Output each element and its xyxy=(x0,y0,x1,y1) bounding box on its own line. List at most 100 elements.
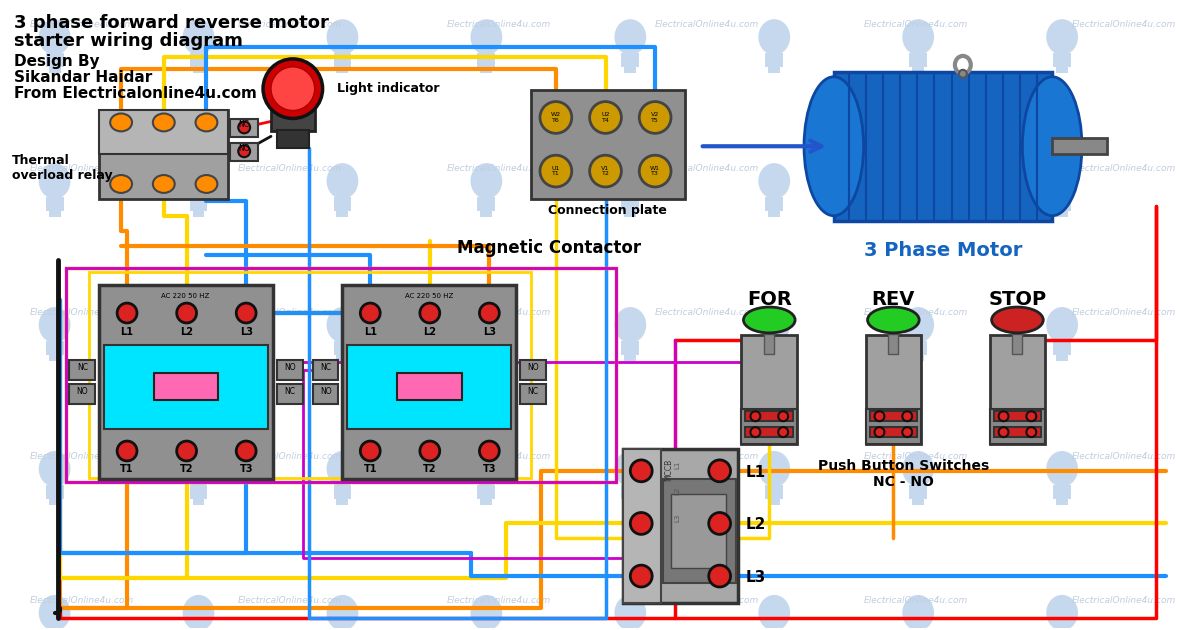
Circle shape xyxy=(709,513,731,534)
Circle shape xyxy=(640,155,671,187)
Ellipse shape xyxy=(182,163,215,199)
Ellipse shape xyxy=(758,595,790,630)
Bar xyxy=(271,101,314,132)
Bar xyxy=(334,53,352,67)
Ellipse shape xyxy=(758,19,790,55)
Text: 3 Phase Motor: 3 Phase Motor xyxy=(864,241,1022,260)
Ellipse shape xyxy=(902,163,934,199)
Bar xyxy=(865,410,922,444)
Text: Magnetic Contactor: Magnetic Contactor xyxy=(457,239,641,256)
Circle shape xyxy=(176,303,197,323)
Bar xyxy=(70,384,95,404)
Bar xyxy=(49,209,60,217)
Text: ElectricalOnline4u.com: ElectricalOnline4u.com xyxy=(655,20,760,29)
Bar xyxy=(768,496,780,505)
Bar xyxy=(888,334,899,353)
Text: From Electricalonline4u.com: From Electricalonline4u.com xyxy=(14,86,257,101)
Bar xyxy=(190,484,208,498)
Bar xyxy=(334,629,352,630)
Ellipse shape xyxy=(110,175,132,193)
Bar xyxy=(768,353,780,360)
Circle shape xyxy=(540,101,571,134)
Bar xyxy=(480,209,492,217)
Ellipse shape xyxy=(110,113,132,132)
Ellipse shape xyxy=(182,19,215,55)
Circle shape xyxy=(959,70,967,77)
Bar xyxy=(624,353,636,360)
Text: ElectricalOnline4u.com: ElectricalOnline4u.com xyxy=(655,308,760,317)
Text: Sikandar Haidar: Sikandar Haidar xyxy=(14,70,152,85)
Ellipse shape xyxy=(326,451,359,487)
Bar xyxy=(910,197,928,211)
Text: Push Button Switches
NC - NO: Push Button Switches NC - NO xyxy=(817,459,989,489)
Bar xyxy=(192,65,204,73)
Bar xyxy=(277,360,302,379)
Text: NC: NC xyxy=(239,120,250,129)
Bar xyxy=(313,384,338,404)
Text: NC: NC xyxy=(528,387,539,396)
Bar xyxy=(834,72,1052,220)
Bar xyxy=(89,272,532,478)
Bar xyxy=(1054,341,1072,355)
Bar xyxy=(910,484,928,498)
Text: ElectricalOnline4u.com: ElectricalOnline4u.com xyxy=(30,596,134,605)
Ellipse shape xyxy=(758,451,790,487)
Bar xyxy=(480,496,492,505)
Ellipse shape xyxy=(804,77,864,215)
Bar xyxy=(190,341,208,355)
Circle shape xyxy=(420,441,439,461)
Ellipse shape xyxy=(38,451,71,487)
Bar xyxy=(1056,496,1068,505)
Bar xyxy=(49,353,60,360)
Bar xyxy=(912,65,924,73)
Circle shape xyxy=(709,565,731,587)
Bar xyxy=(46,197,64,211)
Bar xyxy=(910,341,928,355)
Circle shape xyxy=(420,303,439,323)
Ellipse shape xyxy=(470,595,503,630)
Ellipse shape xyxy=(1046,595,1078,630)
Circle shape xyxy=(630,460,652,482)
Text: T1: T1 xyxy=(120,464,134,474)
Bar xyxy=(768,209,780,217)
Ellipse shape xyxy=(470,451,503,487)
Bar xyxy=(624,209,636,217)
Bar xyxy=(994,411,1042,421)
Bar xyxy=(154,372,218,401)
Bar xyxy=(46,53,64,67)
Bar xyxy=(624,496,636,505)
Text: L1: L1 xyxy=(364,327,377,337)
Text: L1: L1 xyxy=(674,461,680,469)
Text: REV: REV xyxy=(871,290,916,309)
Text: ElectricalOnline4u.com: ElectricalOnline4u.com xyxy=(239,452,342,461)
Bar xyxy=(192,496,204,505)
Ellipse shape xyxy=(38,19,71,55)
Ellipse shape xyxy=(326,163,359,199)
Bar xyxy=(49,65,60,73)
Text: L3: L3 xyxy=(745,570,766,585)
Text: T2: T2 xyxy=(180,464,193,474)
Circle shape xyxy=(176,441,197,461)
Ellipse shape xyxy=(326,307,359,343)
Text: ElectricalOnline4u.com: ElectricalOnline4u.com xyxy=(239,164,342,173)
Ellipse shape xyxy=(196,175,217,193)
Bar xyxy=(622,53,640,67)
Bar xyxy=(1054,484,1072,498)
Bar xyxy=(66,268,617,482)
Circle shape xyxy=(779,411,788,421)
Bar xyxy=(104,345,268,429)
Bar xyxy=(520,360,546,379)
Text: 3 phase forward reverse motor: 3 phase forward reverse motor xyxy=(14,14,329,32)
Ellipse shape xyxy=(326,19,359,55)
Bar xyxy=(348,345,511,429)
Bar xyxy=(49,496,60,505)
Bar xyxy=(46,629,64,630)
Circle shape xyxy=(589,101,622,134)
Text: ElectricalOnline4u.com: ElectricalOnline4u.com xyxy=(446,164,551,173)
Text: L2: L2 xyxy=(424,327,437,337)
Circle shape xyxy=(630,513,652,534)
Bar xyxy=(870,427,917,437)
Bar xyxy=(70,360,95,379)
Bar xyxy=(1056,209,1068,217)
Bar xyxy=(478,53,496,67)
